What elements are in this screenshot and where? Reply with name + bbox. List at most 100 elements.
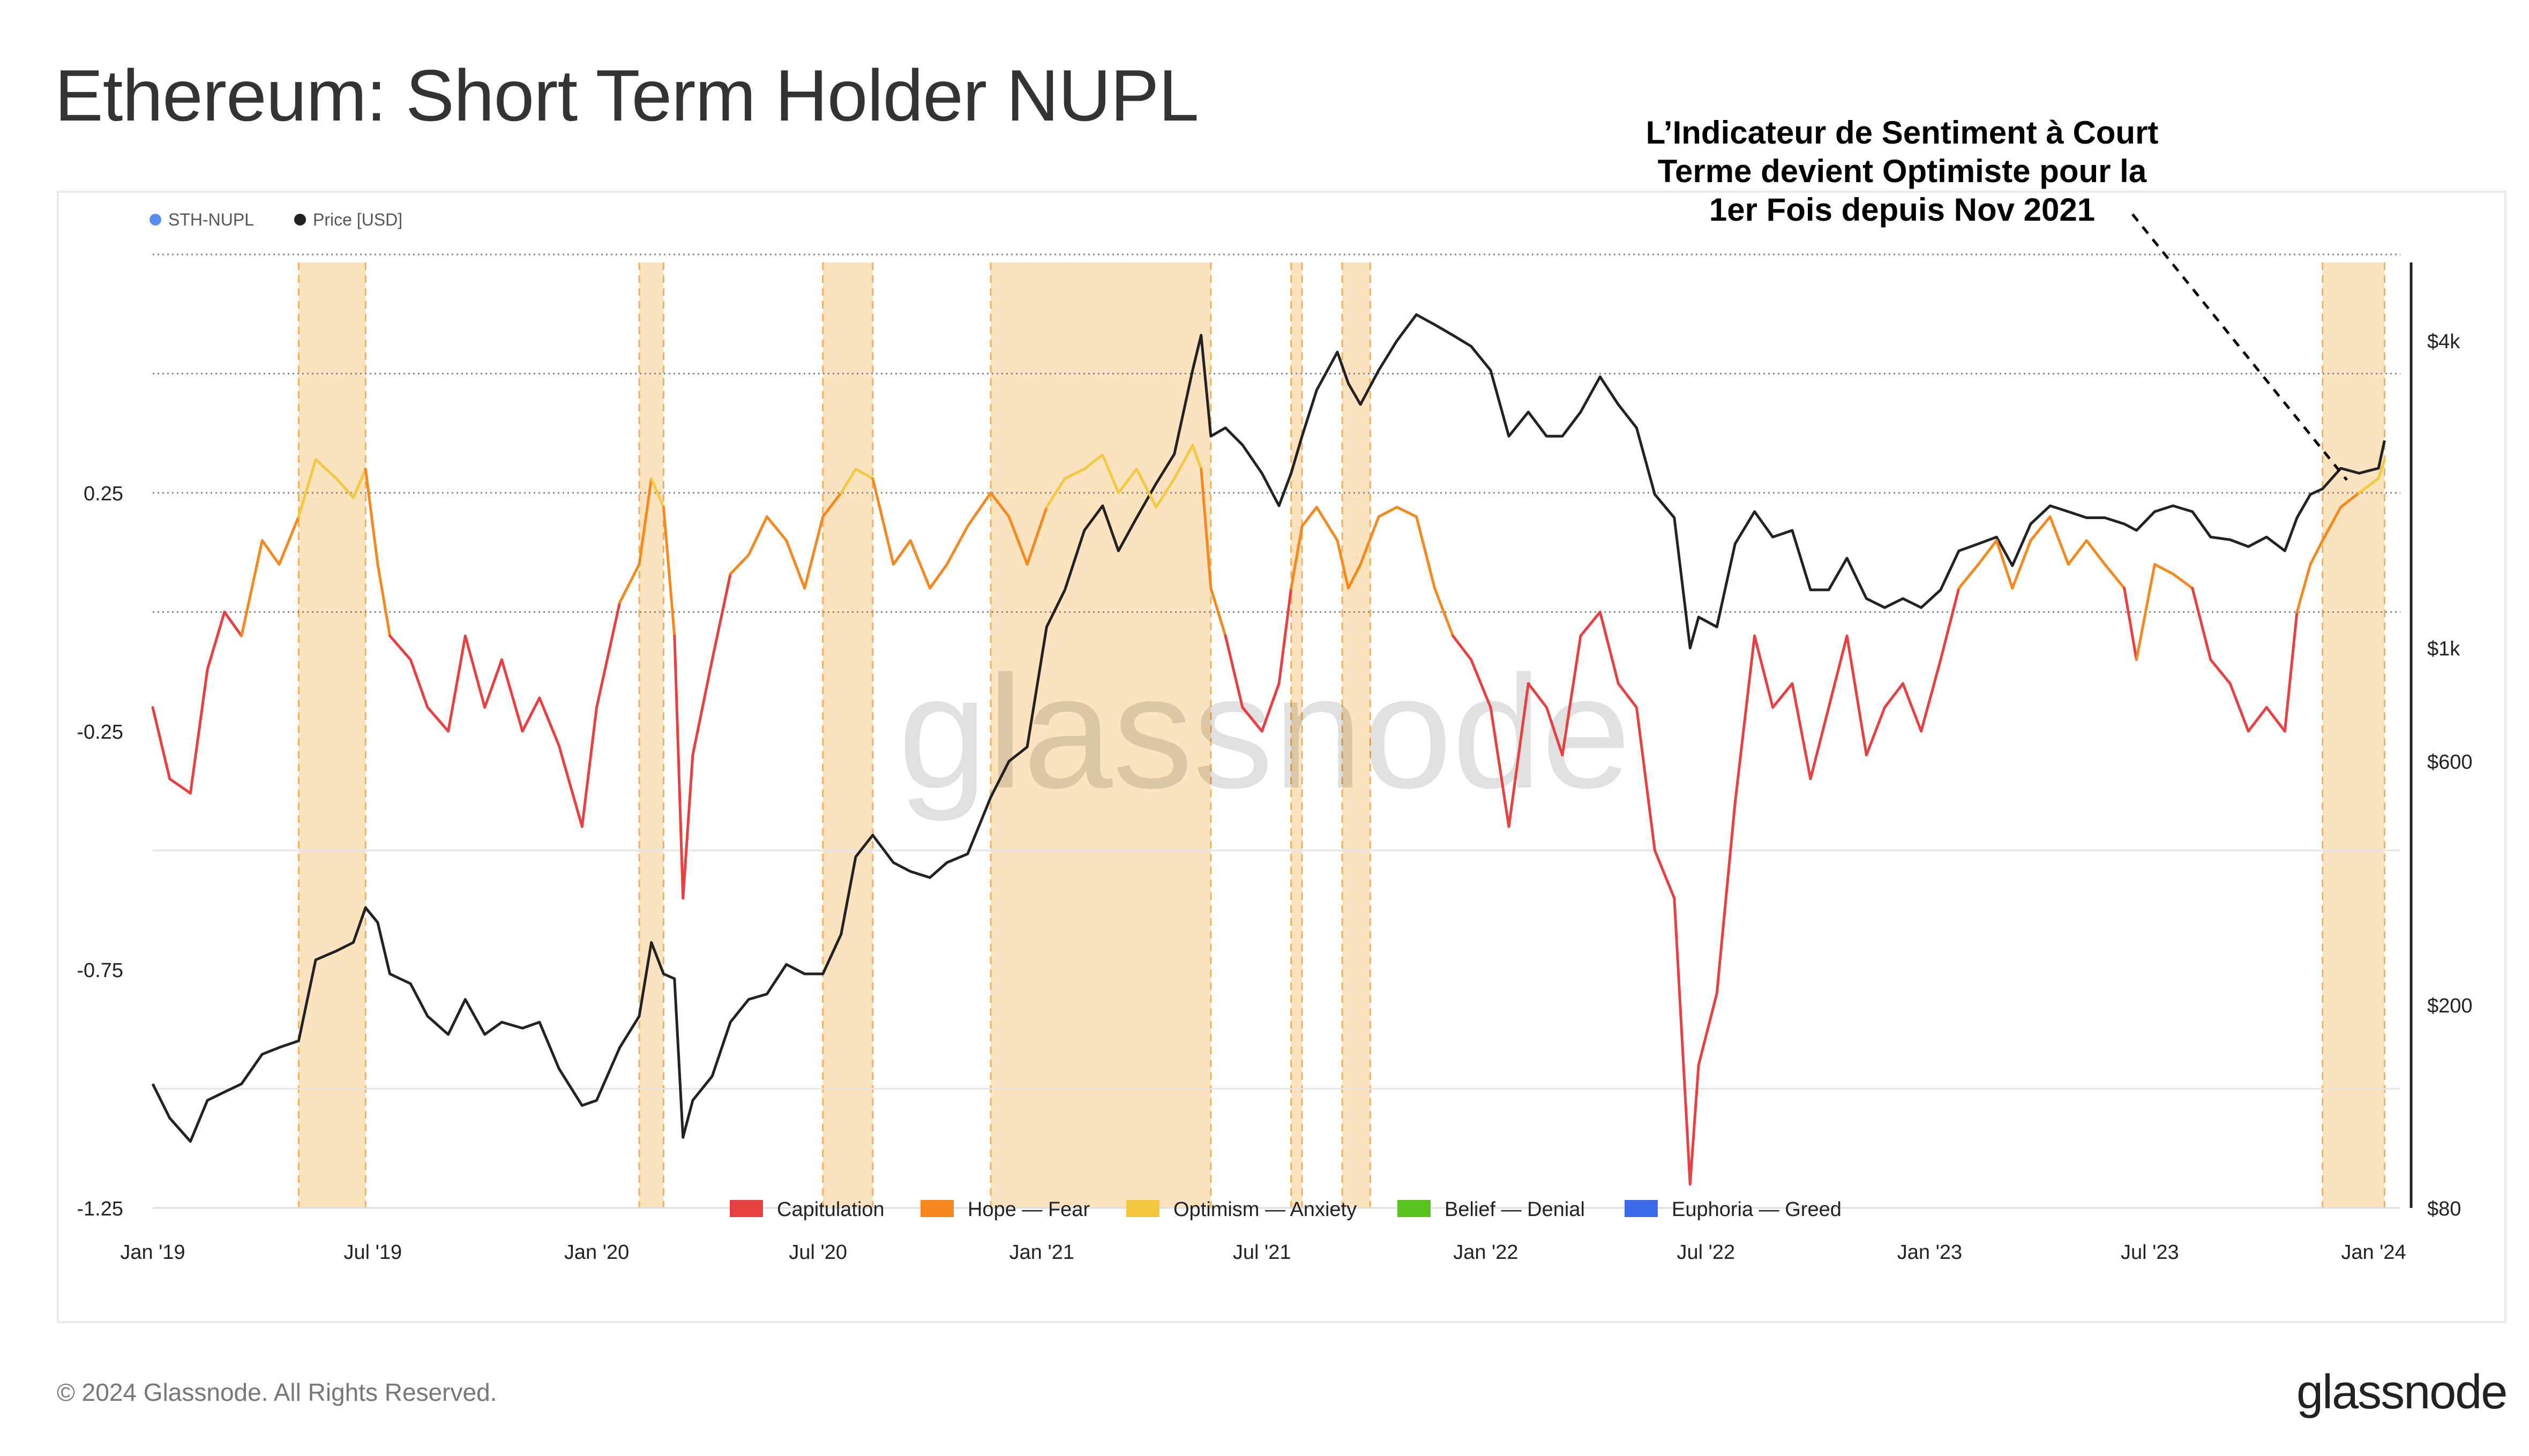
nupl-segment xyxy=(2265,706,2286,733)
nupl-segment xyxy=(1653,849,1676,899)
optimism-zone-1 xyxy=(639,262,664,1208)
optimism-zone-0 xyxy=(298,262,366,1208)
nupl-segment xyxy=(2321,506,2343,542)
nupl-segment xyxy=(538,696,560,747)
nupl-segment xyxy=(557,744,583,828)
x-tick: Jan '24 xyxy=(2341,1241,2406,1264)
y-right-tick: $4k xyxy=(2427,331,2460,353)
x-tick: Jan '20 xyxy=(564,1241,629,1264)
nupl-segment xyxy=(1336,539,1350,590)
nupl-segment xyxy=(1635,706,1656,852)
nupl-segment xyxy=(1561,634,1582,756)
nupl-segment xyxy=(673,634,685,899)
watermark: glassnode xyxy=(898,642,1631,823)
nupl-segment xyxy=(1753,634,1775,709)
optimism-zone-2 xyxy=(822,262,873,1208)
x-tick: Jul '19 xyxy=(344,1241,402,1264)
nupl-segment xyxy=(1697,992,1718,1067)
price-series xyxy=(151,313,2386,1143)
optimism-zone-3 xyxy=(991,262,1211,1208)
chart-panel xyxy=(57,191,2506,1323)
nupl-segment xyxy=(821,491,843,518)
nupl-segment xyxy=(1579,611,1602,637)
zone-legend-swatch xyxy=(1126,1200,1159,1217)
zone-legend-swatch xyxy=(921,1200,954,1217)
nupl-segment xyxy=(2247,706,2268,733)
x-tick: Jul '22 xyxy=(1677,1241,1735,1264)
nupl-segment xyxy=(1290,524,1304,590)
nupl-segment xyxy=(483,658,503,709)
nupl-segment xyxy=(1415,515,1436,590)
axes: 0.25 -0.25 -0.75 -1.25 $4k $1k $600 $200 $80 Jan … xyxy=(77,262,2473,1264)
nupl-segment xyxy=(223,611,243,637)
nupl-segment xyxy=(892,539,912,566)
legend-label: STH-NUPL xyxy=(168,210,254,229)
nupl-segment xyxy=(1377,506,1398,518)
nupl-segment xyxy=(1688,1063,1700,1185)
nupl-segment xyxy=(1045,477,1066,509)
nupl-segment xyxy=(662,506,676,637)
nupl-segment xyxy=(1957,563,1980,590)
x-tick: Jan '23 xyxy=(1897,1241,1962,1264)
x-tick: Jul '21 xyxy=(1233,1241,1291,1264)
nupl-segment xyxy=(1173,444,1194,480)
nupl-segment xyxy=(871,477,895,566)
nupl-segment xyxy=(929,563,948,590)
nupl-segment xyxy=(1939,587,1961,661)
copyright: © 2024 Glassnode. All Rights Reserved. xyxy=(57,1378,497,1406)
nupl-segment xyxy=(2295,563,2312,613)
nupl-segment xyxy=(854,468,874,480)
nupl-segment xyxy=(1083,453,1104,470)
nupl-segment xyxy=(352,468,367,499)
nupl-segment xyxy=(1733,634,1756,804)
annotation-callout: L’Indicateur de Sentiment à Court Terme … xyxy=(1575,114,2229,229)
brand-logo: glassnode xyxy=(2296,1365,2508,1419)
nupl-segment xyxy=(1063,468,1086,480)
nupl-segment xyxy=(803,515,825,590)
nupl-segment xyxy=(1007,515,1029,566)
nupl-segment xyxy=(1715,801,1737,995)
nupl-segment xyxy=(240,539,264,637)
nupl-segment xyxy=(1433,587,1455,637)
nupl-segment xyxy=(463,634,487,709)
series-legend: STH-NUPL Price [USD] xyxy=(149,210,402,229)
grid-lines xyxy=(153,253,2400,1209)
nupl-segment xyxy=(206,611,226,671)
nupl-segment xyxy=(1241,706,1263,733)
nupl-segment xyxy=(2067,539,2088,566)
nupl-segment xyxy=(989,491,1011,518)
page-title: Ethereum: Short Term Holder NUPL xyxy=(55,55,1199,136)
nupl-segment xyxy=(1451,634,1473,661)
nupl-segment xyxy=(2377,458,2386,480)
nupl-segment xyxy=(1809,706,1830,780)
nupl-segment xyxy=(1315,506,1339,542)
nupl-segment xyxy=(1771,682,1794,709)
nupl-segment xyxy=(2153,563,2174,575)
x-tick: Jan '19 xyxy=(120,1241,185,1264)
nupl-segment xyxy=(840,468,857,494)
zone-legend-label: Capitulation xyxy=(777,1198,885,1221)
nupl-segment xyxy=(2085,539,2106,566)
nupl-segment xyxy=(580,706,598,828)
y-left-tick: -0.25 xyxy=(77,721,123,744)
nupl-segment xyxy=(2191,587,2212,661)
optimism-zone-6 xyxy=(2322,262,2385,1208)
optimism-zones xyxy=(297,262,2385,1208)
nupl-segment xyxy=(297,458,317,518)
optimism-zone-4 xyxy=(1291,262,1303,1208)
nupl-segment xyxy=(168,777,192,795)
nupl-segment xyxy=(1395,506,1418,518)
nupl-segment xyxy=(1527,682,1548,709)
legend-dot xyxy=(294,214,306,226)
y-left-tick: -1.25 xyxy=(77,1198,123,1220)
zone-legend-label: Euphoria — Greed xyxy=(1672,1198,1842,1221)
zone-legend: Capitulation Hope — Fear Optimism — Anxiet… xyxy=(730,1198,1842,1221)
nupl-segment xyxy=(1101,453,1120,494)
nupl-segment xyxy=(1598,611,1620,685)
zone-legend-label: Belief — Denial xyxy=(1445,1198,1585,1221)
nupl-segment xyxy=(2209,658,2232,685)
nupl-segment xyxy=(2103,563,2126,590)
sth-nupl-series xyxy=(151,444,2386,1185)
nupl-segment xyxy=(278,515,300,566)
nupl-segment xyxy=(638,477,653,566)
